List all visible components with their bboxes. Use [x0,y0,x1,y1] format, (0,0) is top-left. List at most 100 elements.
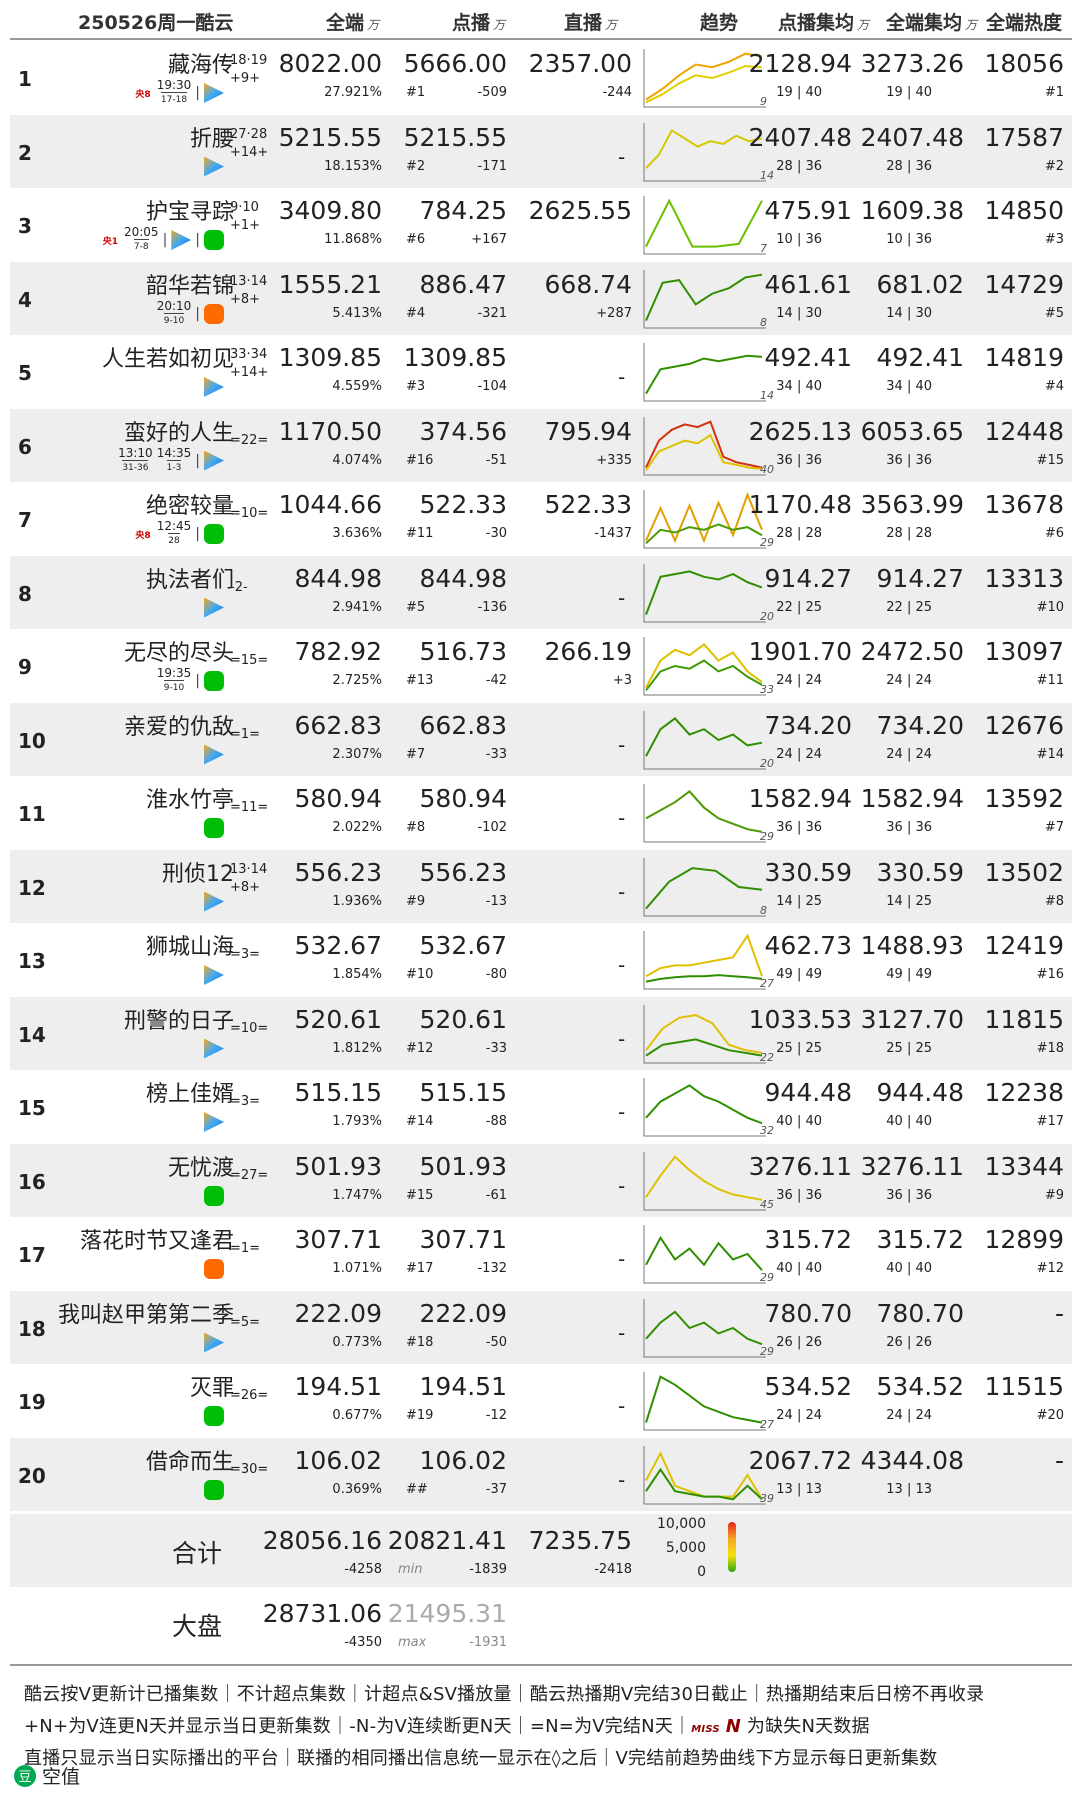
total-share: 1.812% [332,1040,382,1056]
vod-rank: #12 [406,1040,434,1056]
live-empty: - [618,1100,626,1124]
heat-value: 12238 [984,1078,1064,1107]
total-views: 844.98 [294,563,382,593]
separator: | [195,232,200,248]
trend-day-count: 33 [760,683,774,696]
live-views: 266.19 [544,637,632,666]
total-share: 4.559% [332,379,382,394]
scale-label-min: 0 [697,1564,706,1580]
update-status: =10= [230,506,269,521]
heat-value: 12419 [984,931,1064,960]
broadcast-info: 19:35 9-10 | [157,663,224,699]
live-empty: - [618,1026,626,1051]
header-all-per-ep: 全端集均万 [886,12,978,34]
vod-per-episode-sub: 26 | 26 [776,1334,822,1350]
air-time-value: 19:30 [156,78,192,92]
all-per-episode-sub: 36 | 36 [886,1187,932,1203]
broadcast-info [204,149,224,185]
vod-rank: #3 [406,379,426,394]
vod-views: 307.71 [419,1225,507,1254]
total-views: 501.93 [294,1151,382,1181]
trend-day-count: 29 [760,1271,774,1284]
table-row: 19 灭罪 =26= 194.51 0.677% #19 194.51 -12 - 27 534.5… [10,1364,1072,1438]
heat-rank: #10 [1036,599,1064,615]
vod-per-episode: 2625.13 [748,416,852,446]
heat-rank: #8 [1044,893,1064,909]
trend-sparkline [643,343,766,402]
summary-live-delta: -2418 [594,1562,632,1577]
vod-per-episode-sub: 40 | 40 [776,1261,822,1276]
trend-series-0 [645,1154,763,1201]
trend-sparkline [643,122,766,181]
all-per-episode: 1488.93 [860,931,964,960]
channel-label: 央1 [102,236,118,247]
table-row: 2 折腰 27·28 +14+ 5215.55 18.153% #2 5215.55 -171 -… [10,114,1072,188]
episode-range: 27·28 [230,126,268,142]
separator: | [195,305,200,322]
heat-value: 13678 [984,490,1064,519]
trend-day-count: 32 [760,1124,774,1137]
iqiyi-icon [204,1185,224,1206]
footer-line-3: 直播只显示当日实际播出的平台｜联播的相同播出信息统一显示在◊之后｜V完结前趋势曲… [24,1748,938,1769]
all-per-episode: 4344.08 [860,1445,964,1475]
broadcast-info [204,884,224,920]
vod-per-episode-sub: 40 | 40 [776,1114,822,1129]
rank-number: 1 [18,67,32,91]
table-row: 20 借命而生 =30= 106.02 0.369% ## 106.02 -37 - 39 2067… [10,1437,1072,1511]
live-views: 795.94 [544,416,632,446]
heat-value: 17587 [984,122,1064,152]
rank-number: 18 [18,1316,46,1341]
trend-series-0 [645,1375,763,1424]
table-row: 7 绝密较量 =10= 央8 12:45 28 | 1044.66 3.636% #11 522.3… [10,482,1072,556]
air-time-value: 14:35 [156,445,192,460]
vod-delta: -61 [485,1187,507,1203]
show-title: 无忧渡 [167,1155,234,1181]
heat-rank: #9 [1044,1187,1064,1203]
heat-rank: #3 [1044,232,1064,247]
total-views: 532.67 [294,931,382,960]
trend-series-0 [645,419,763,469]
trend-axis [643,122,766,181]
air-episodes: 9-10 [163,312,185,328]
broadcast-info: 20:10 9-10 | [157,296,224,332]
vod-per-episode-sub: 14 | 30 [776,305,822,321]
rank-number: 11 [18,802,46,826]
live-empty: - [618,1320,626,1345]
iqiyi-icon [204,1406,224,1426]
episode-range: 13·14 [230,273,268,289]
show-title: 落花时节又逢君 [79,1229,234,1254]
vod-rank: #8 [406,820,426,835]
live-views: 2357.00 [528,49,632,78]
air-time-value: 12:45 [156,519,192,533]
trend-axis [643,784,766,843]
trend-series-0 [645,273,763,321]
vod-delta: -13 [485,893,507,909]
summary-market-label: 大盘 [172,1612,223,1641]
live-empty: - [618,1467,626,1492]
vod-views: 374.56 [419,416,507,446]
heat-rank: #4 [1044,379,1064,394]
trend-series-1 [645,974,763,983]
live-views: 2625.55 [528,196,632,225]
trend-axis [643,563,766,622]
trend-axis [643,1004,766,1063]
table-row: 10 亲爱的仇敌 =1= 662.83 2.307% #7 662.83 -33 - 20 734.… [10,702,1072,776]
all-per-episode: 681.02 [876,269,964,299]
trend-sparkline [643,1004,766,1063]
trend-sparkline [643,563,766,622]
vod-views: 520.61 [419,1004,507,1034]
iqiyi-icon [204,671,224,691]
heat-rank: #18 [1036,1040,1064,1056]
trend-series-0 [645,716,763,757]
total-share: 2.307% [332,746,382,762]
table-row: 13 狮城山海 =3= 532.67 1.854% #10 532.67 -80 - 27 462.… [10,923,1072,997]
color-scale-legend: 10,000 5,000 0 [650,1516,750,1582]
rank-number: 16 [18,1169,46,1194]
rank-number: 15 [18,1096,46,1120]
trend-series-0 [645,354,763,395]
total-views: 1170.50 [278,416,382,446]
iqiyi-icon [204,230,224,250]
vod-delta: -33 [485,746,507,762]
vod-per-episode-sub: 14 | 25 [776,893,822,909]
tencent-icon [204,891,224,912]
